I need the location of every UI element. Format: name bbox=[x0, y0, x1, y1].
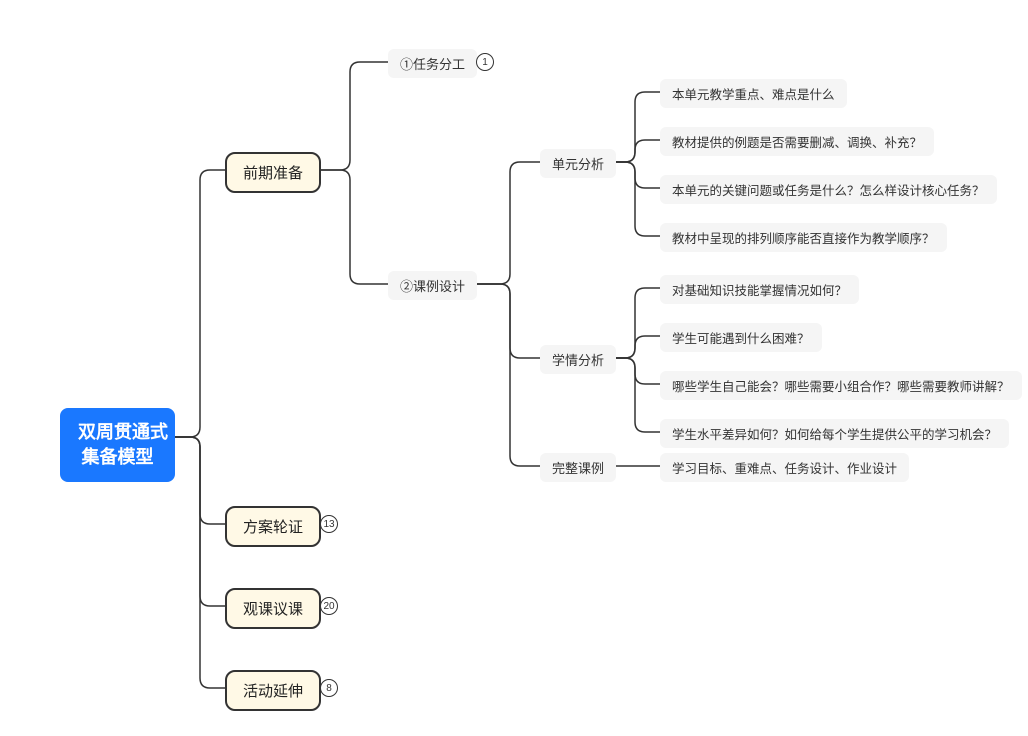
node-unit-analysis[interactable]: 单元分析 bbox=[540, 149, 616, 178]
label: 教材中呈现的排列顺序能否直接作为教学顺序？ bbox=[672, 232, 935, 246]
mindmap-canvas: 双周贯通式 集备模型 前期准备 方案轮证 13 观课议课 20 活动延伸 8 ①… bbox=[0, 0, 1028, 736]
leaf-unit-3[interactable]: 教材中呈现的排列顺序能否直接作为教学顺序？ bbox=[660, 223, 947, 252]
leaf-unit-1[interactable]: 教材提供的例题是否需要删减、调换、补充？ bbox=[660, 127, 934, 156]
badge-observe: 20 bbox=[320, 597, 338, 615]
badge-extend: 8 bbox=[320, 679, 338, 697]
badge-scheme: 13 bbox=[320, 515, 338, 533]
node-lesson-design[interactable]: ②课例设计 bbox=[388, 271, 477, 300]
label: 学习目标、重难点、任务设计、作业设计 bbox=[672, 462, 897, 476]
label: 单元分析 bbox=[552, 157, 604, 172]
label: 学生可能遇到什么困难？ bbox=[672, 332, 810, 346]
node-extend[interactable]: 活动延伸 bbox=[225, 670, 321, 711]
root-line2: 集备模型 bbox=[82, 447, 154, 467]
label: ①任务分工 bbox=[400, 57, 465, 72]
label: 本单元的关键问题或任务是什么？怎么样设计核心任务？ bbox=[672, 184, 985, 198]
label: 前期准备 bbox=[243, 165, 303, 182]
leaf-unit-2[interactable]: 本单元的关键问题或任务是什么？怎么样设计核心任务？ bbox=[660, 175, 997, 204]
label: 观课议课 bbox=[243, 601, 303, 618]
leaf-complete[interactable]: 学习目标、重难点、任务设计、作业设计 bbox=[660, 453, 909, 482]
label: 方案轮证 bbox=[243, 519, 303, 536]
node-learning-analysis[interactable]: 学情分析 bbox=[540, 345, 616, 374]
label: 哪些学生自己能会？哪些需要小组合作？哪些需要教师讲解？ bbox=[672, 380, 1010, 394]
label: 完整课例 bbox=[552, 461, 604, 476]
leaf-learn-0[interactable]: 对基础知识技能掌握情况如何？ bbox=[660, 275, 859, 304]
node-prep[interactable]: 前期准备 bbox=[225, 152, 321, 193]
label: ②课例设计 bbox=[400, 279, 465, 294]
root-line1: 双周贯通式 bbox=[78, 422, 168, 442]
label: 教材提供的例题是否需要删减、调换、补充？ bbox=[672, 136, 922, 150]
node-complete-lesson[interactable]: 完整课例 bbox=[540, 453, 616, 482]
leaf-unit-0[interactable]: 本单元教学重点、难点是什么 bbox=[660, 79, 847, 108]
node-task-division[interactable]: ①任务分工 bbox=[388, 49, 477, 78]
root-node[interactable]: 双周贯通式 集备模型 bbox=[60, 408, 175, 482]
label: 对基础知识技能掌握情况如何？ bbox=[672, 284, 847, 298]
label: 活动延伸 bbox=[243, 683, 303, 700]
leaf-learn-2[interactable]: 哪些学生自己能会？哪些需要小组合作？哪些需要教师讲解？ bbox=[660, 371, 1022, 400]
label: 学生水平差异如何？如何给每个学生提供公平的学习机会？ bbox=[672, 428, 997, 442]
label: 本单元教学重点、难点是什么 bbox=[672, 88, 835, 102]
label: 学情分析 bbox=[552, 353, 604, 368]
node-observe[interactable]: 观课议课 bbox=[225, 588, 321, 629]
leaf-learn-1[interactable]: 学生可能遇到什么困难？ bbox=[660, 323, 822, 352]
badge-task-division: 1 bbox=[476, 53, 494, 71]
node-scheme[interactable]: 方案轮证 bbox=[225, 506, 321, 547]
leaf-learn-3[interactable]: 学生水平差异如何？如何给每个学生提供公平的学习机会？ bbox=[660, 419, 1009, 448]
connectors bbox=[0, 0, 1028, 736]
